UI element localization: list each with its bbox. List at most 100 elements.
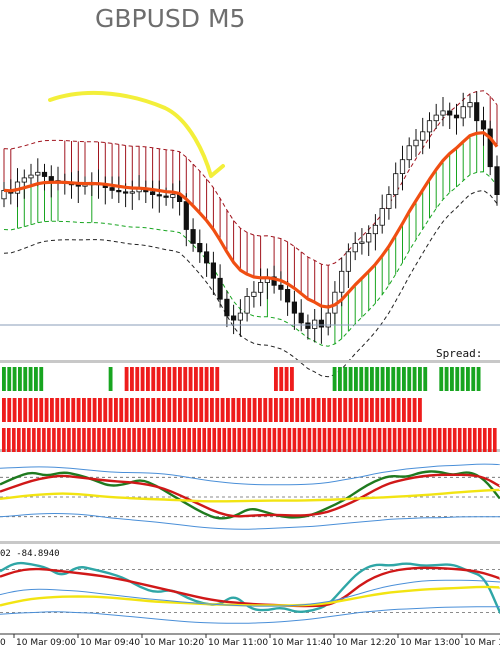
- signal-bar: [108, 398, 113, 422]
- signal-bar: [354, 367, 358, 391]
- signal-bar: [247, 398, 252, 422]
- candle-body: [487, 128, 493, 168]
- candle-body: [224, 298, 230, 317]
- signal-bar: [107, 428, 111, 452]
- signal-bar: [127, 428, 131, 452]
- signal-bar: [316, 398, 321, 422]
- time-tick-label: 10 Mar 12:20: [336, 638, 396, 648]
- signal-bar: [407, 398, 412, 422]
- signal-bar: [311, 398, 316, 422]
- signal-bar: [342, 428, 347, 452]
- signal-bar: [382, 428, 387, 452]
- signal-bar: [172, 398, 177, 422]
- signal-bar: [427, 428, 432, 452]
- candle-body: [399, 159, 406, 174]
- signal-bar: [34, 398, 38, 422]
- signal-bar: [442, 428, 447, 452]
- candle-body: [251, 291, 257, 297]
- signal-bar: [348, 367, 353, 391]
- signal-bar: [292, 428, 297, 452]
- signal-bar: [12, 398, 17, 422]
- signal-bar: [407, 428, 412, 452]
- signal-bar: [92, 398, 97, 422]
- signal-bar: [322, 398, 326, 422]
- candle-body: [406, 145, 412, 161]
- time-tick-label: 10 Mar 13:: [464, 638, 500, 648]
- signal-bar: [407, 367, 412, 391]
- signal-bar: [452, 428, 457, 452]
- signal-bar: [82, 428, 86, 452]
- signal-bar: [194, 367, 198, 391]
- signal-bar: [157, 428, 161, 452]
- signal-bar: [72, 428, 76, 452]
- signal-bar: [338, 398, 342, 422]
- signal-bar: [204, 398, 209, 422]
- signal-bar: [162, 367, 166, 391]
- signal-bar: [375, 367, 380, 391]
- signal-bar: [455, 367, 460, 391]
- signal-bar: [492, 428, 497, 452]
- signal-bar: [396, 367, 401, 391]
- signal-bar: [172, 428, 176, 452]
- signal-bar: [146, 367, 150, 391]
- signal-bar: [348, 398, 353, 422]
- signal-bar: [257, 428, 262, 452]
- candle-body: [474, 102, 480, 122]
- signal-bar: [372, 428, 377, 452]
- signal-bar: [108, 367, 113, 391]
- candle-body: [123, 191, 129, 194]
- signal-bar: [337, 428, 342, 452]
- signal-bar: [77, 428, 81, 452]
- candle-body: [284, 288, 291, 303]
- signal-bars-pane: [2, 367, 497, 452]
- oscillator-band-line: [0, 606, 500, 624]
- signal-bar: [17, 428, 21, 452]
- signal-bar: [252, 398, 257, 422]
- signal-bar: [146, 398, 150, 422]
- signal-bar: [18, 367, 22, 391]
- signal-bar: [236, 398, 241, 422]
- signal-bar: [207, 428, 212, 452]
- signal-bar: [352, 428, 357, 452]
- signal-bar: [2, 398, 6, 422]
- candle-body: [440, 110, 446, 116]
- candle-body: [366, 233, 372, 243]
- candle-body: [379, 208, 385, 226]
- signal-bar: [380, 398, 385, 422]
- candle-body: [460, 106, 466, 119]
- signal-bar: [317, 428, 322, 452]
- candle-body: [237, 312, 243, 321]
- signal-bar: [402, 367, 406, 391]
- signal-bar: [103, 398, 108, 422]
- signal-bar: [92, 428, 96, 452]
- signal-bar: [437, 428, 442, 452]
- signal-bar: [242, 428, 247, 452]
- candle-body: [413, 139, 419, 147]
- oscillator-band-line: [0, 513, 500, 530]
- signal-bar: [322, 428, 327, 452]
- signal-bar: [156, 367, 161, 391]
- signal-bar: [7, 398, 12, 422]
- candle-body: [35, 171, 41, 176]
- candle-body: [170, 194, 176, 198]
- signal-bar: [231, 398, 236, 422]
- signal-bar: [130, 398, 134, 422]
- candle-body: [305, 322, 311, 329]
- signal-bar: [39, 398, 44, 422]
- signal-bar: [167, 428, 171, 452]
- candle-body: [447, 110, 453, 116]
- oscillator-line: [0, 470, 500, 520]
- signal-bar: [272, 428, 277, 452]
- signal-bar: [402, 398, 406, 422]
- time-tick-label: 10 Mar 09:40: [80, 638, 140, 648]
- signal-bar: [237, 428, 242, 452]
- candle-body: [75, 184, 81, 187]
- candle-body: [312, 319, 318, 329]
- signal-bar: [215, 398, 220, 422]
- signal-bar: [140, 398, 145, 422]
- signal-bar: [354, 398, 358, 422]
- signal-bar: [183, 367, 188, 391]
- signal-bar: [370, 398, 374, 422]
- signal-bar: [338, 367, 342, 391]
- signal-bar: [391, 367, 396, 391]
